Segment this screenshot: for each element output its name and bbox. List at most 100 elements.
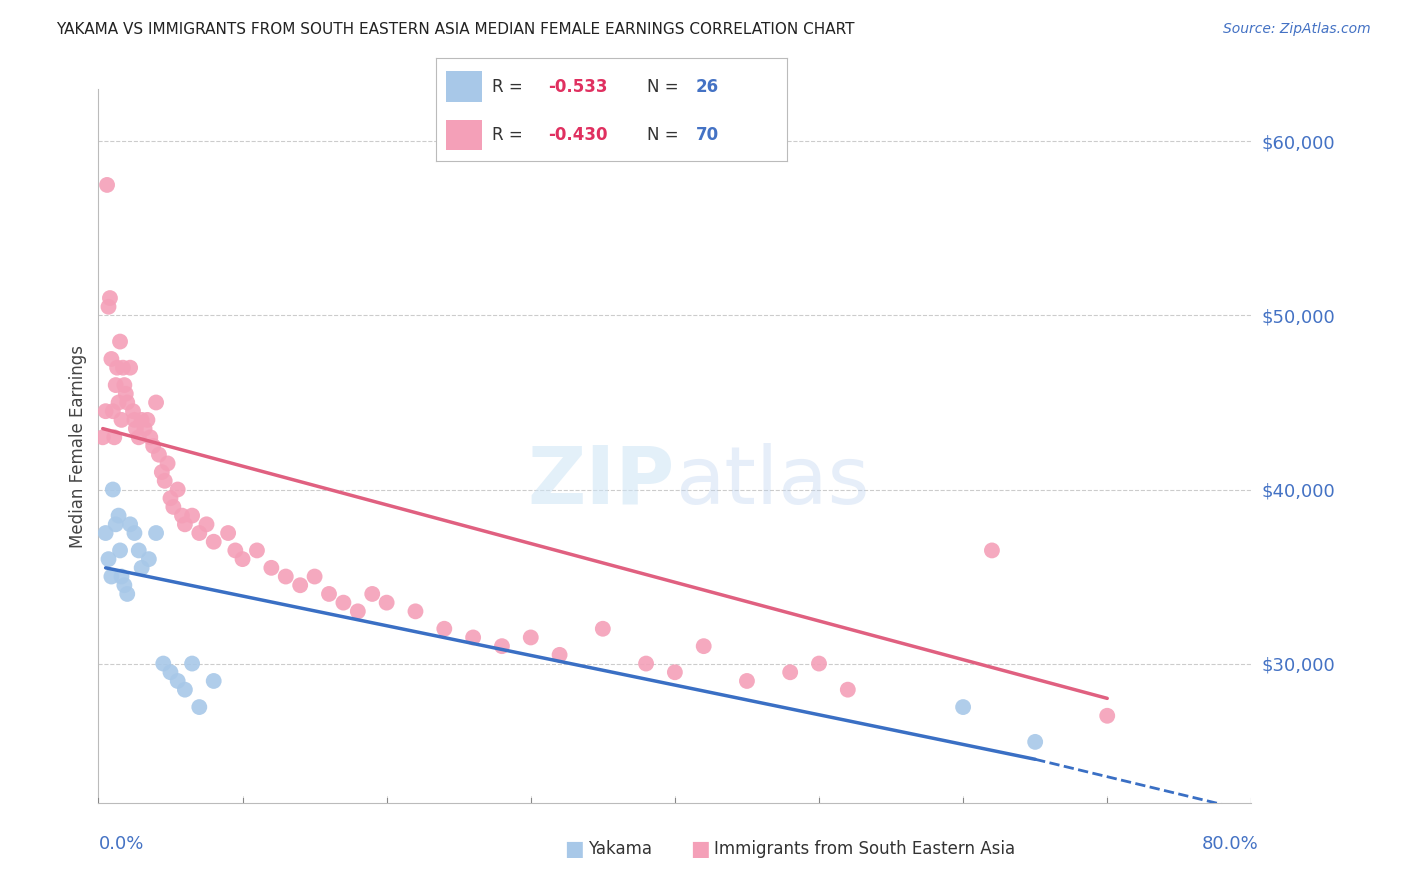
Point xyxy=(108,334,131,349)
Text: 70: 70 xyxy=(696,126,718,144)
Point xyxy=(1024,735,1046,749)
Point xyxy=(122,404,145,418)
Point xyxy=(195,517,218,532)
Point xyxy=(520,631,543,645)
Point xyxy=(174,517,197,532)
Point xyxy=(139,430,162,444)
Point xyxy=(433,622,456,636)
Text: 0.0%: 0.0% xyxy=(98,835,143,853)
Point xyxy=(318,587,340,601)
Point xyxy=(91,430,114,444)
Point xyxy=(131,413,153,427)
Point xyxy=(592,622,614,636)
Point xyxy=(142,439,165,453)
Point xyxy=(1097,708,1119,723)
Point xyxy=(117,587,139,601)
Text: R =: R = xyxy=(492,126,529,144)
Point xyxy=(153,474,176,488)
Text: Immigrants from South Eastern Asia: Immigrants from South Eastern Asia xyxy=(714,840,1015,858)
Point xyxy=(107,508,129,523)
Text: YAKAMA VS IMMIGRANTS FROM SOUTH EASTERN ASIA MEDIAN FEMALE EARNINGS CORRELATION : YAKAMA VS IMMIGRANTS FROM SOUTH EASTERN … xyxy=(56,22,855,37)
Text: R =: R = xyxy=(492,78,529,95)
Point xyxy=(128,430,150,444)
Text: ■: ■ xyxy=(690,839,710,859)
Point xyxy=(181,508,204,523)
Point xyxy=(145,395,167,409)
Point xyxy=(124,526,146,541)
Point xyxy=(97,552,120,566)
Point xyxy=(548,648,571,662)
Text: Source: ZipAtlas.com: Source: ZipAtlas.com xyxy=(1223,22,1371,37)
Point xyxy=(346,604,368,618)
Point xyxy=(636,657,658,671)
Point xyxy=(138,552,160,566)
Point xyxy=(981,543,1004,558)
Point xyxy=(170,508,193,523)
Point xyxy=(104,517,127,532)
Point xyxy=(375,596,398,610)
Point xyxy=(136,413,159,427)
Point xyxy=(110,413,132,427)
Point xyxy=(120,360,142,375)
Text: 80.0%: 80.0% xyxy=(1202,835,1258,853)
Point xyxy=(124,413,146,427)
Text: 26: 26 xyxy=(696,78,718,95)
Text: ■: ■ xyxy=(564,839,583,859)
Point xyxy=(117,395,139,409)
Point xyxy=(125,421,148,435)
Point xyxy=(217,526,239,541)
Point xyxy=(110,569,132,583)
Point xyxy=(148,448,170,462)
Point xyxy=(112,378,135,392)
Point xyxy=(101,483,124,497)
Point xyxy=(112,578,135,592)
Point xyxy=(150,465,173,479)
Point xyxy=(104,378,127,392)
Point xyxy=(152,657,174,671)
Point xyxy=(290,578,312,592)
Point xyxy=(134,421,156,435)
Point xyxy=(188,526,211,541)
Text: -0.533: -0.533 xyxy=(548,78,607,95)
Text: N =: N = xyxy=(647,126,683,144)
Point xyxy=(128,543,150,558)
Point xyxy=(174,682,197,697)
Point xyxy=(131,561,153,575)
Point xyxy=(97,300,120,314)
Point xyxy=(952,700,974,714)
Point xyxy=(246,543,269,558)
Point xyxy=(188,700,211,714)
Point xyxy=(779,665,801,680)
Text: -0.430: -0.430 xyxy=(548,126,607,144)
Point xyxy=(491,639,513,653)
Point xyxy=(693,639,716,653)
Point xyxy=(202,673,225,688)
Point xyxy=(162,500,184,514)
Point xyxy=(664,665,686,680)
Y-axis label: Median Female Earnings: Median Female Earnings xyxy=(69,344,87,548)
Point xyxy=(156,457,179,471)
FancyBboxPatch shape xyxy=(447,71,481,102)
Point xyxy=(260,561,283,575)
Point xyxy=(304,569,326,583)
Point xyxy=(224,543,246,558)
Point xyxy=(94,526,117,541)
Point xyxy=(111,360,134,375)
Point xyxy=(735,673,758,688)
Point xyxy=(159,491,181,506)
Point xyxy=(108,543,131,558)
Point xyxy=(166,483,188,497)
Point xyxy=(94,404,117,418)
Point xyxy=(100,569,122,583)
Text: ZIP: ZIP xyxy=(527,442,675,521)
Point xyxy=(405,604,427,618)
Point xyxy=(274,569,297,583)
Point xyxy=(159,665,181,680)
Point xyxy=(361,587,384,601)
Point xyxy=(145,526,167,541)
Point xyxy=(96,178,118,192)
Point xyxy=(166,673,188,688)
Point xyxy=(461,631,484,645)
Point xyxy=(181,657,204,671)
Text: atlas: atlas xyxy=(675,442,869,521)
